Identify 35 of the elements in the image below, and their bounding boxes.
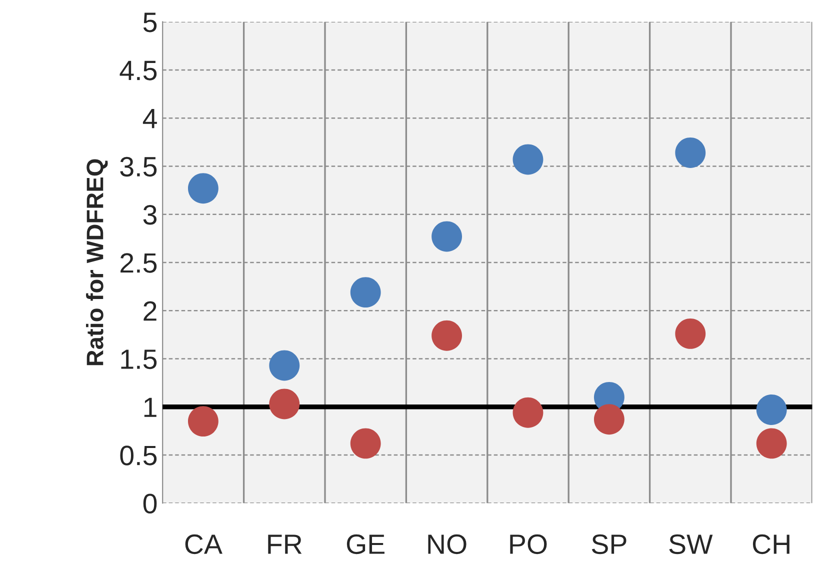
y-tick-label: 4	[142, 109, 157, 128]
point	[675, 138, 706, 168]
point	[350, 428, 381, 459]
x-tick-label: SW	[669, 534, 713, 554]
y-tick-label: 3.5	[120, 156, 157, 177]
y-tick-label: 2	[144, 301, 156, 321]
point	[756, 428, 787, 459]
point	[675, 318, 706, 349]
point	[432, 221, 462, 252]
x-tick-label: FR	[268, 534, 302, 554]
y-tick-label: 0	[143, 494, 157, 514]
x-tick-label: GE	[346, 534, 384, 554]
y-tick-label: 2.5	[120, 253, 157, 273]
point	[756, 394, 787, 425]
y-tick-label: 1	[144, 398, 156, 417]
y-tick-label: 5	[143, 12, 157, 32]
point	[269, 388, 300, 420]
point	[188, 173, 218, 204]
point	[188, 406, 218, 437]
x-tick-label: NO	[428, 534, 466, 554]
x-tick-label: PO	[510, 534, 547, 554]
point	[512, 397, 544, 428]
point	[350, 277, 381, 308]
point	[432, 320, 462, 351]
y-axis-title: Ratio for WDFREQ	[86, 159, 108, 366]
point	[594, 404, 624, 435]
y-tick-label: 4.5	[120, 60, 157, 80]
point	[512, 144, 544, 175]
x-tick-label: CH	[752, 534, 790, 554]
y-tick-label: 0.5	[120, 446, 157, 466]
x-tick-label: SP	[592, 534, 626, 554]
y-tick-label: 1.5	[121, 350, 157, 370]
x-tick-label: CA	[185, 534, 222, 554]
point	[269, 350, 300, 381]
y-tick-label: 3	[143, 205, 157, 225]
